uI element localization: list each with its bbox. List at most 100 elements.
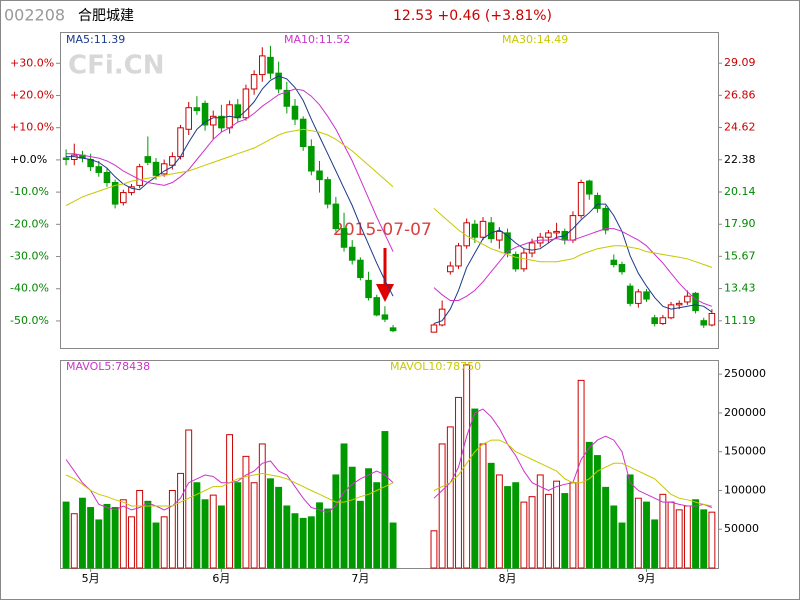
volume-bar: [144, 500, 152, 569]
volume-bar: [455, 396, 462, 569]
candle-body: [610, 259, 618, 266]
volume-bar: [683, 505, 691, 569]
volume-bar: [651, 519, 659, 569]
volume-bar: [283, 505, 291, 569]
y-tick-label: 22.38: [724, 153, 756, 166]
candle-body: [487, 222, 495, 240]
candle-body: [316, 170, 323, 181]
legend-label: MA5:11.39: [66, 33, 125, 46]
volume-bar: [258, 443, 266, 569]
volume-bar: [299, 517, 307, 569]
volume-bar: [111, 507, 119, 569]
volume-bar: [128, 516, 135, 569]
volume-panel: [60, 360, 719, 569]
volume-bar: [209, 494, 217, 569]
candle-body: [201, 102, 209, 126]
candle-body: [291, 105, 299, 120]
legend-label: MAVOL10:78750: [390, 360, 481, 373]
candle-body: [144, 156, 152, 163]
y-tick-label: 26.86: [724, 88, 756, 101]
candle-body: [160, 163, 168, 175]
volume-bar: [332, 474, 340, 569]
volume-bar: [618, 522, 626, 569]
candle-body: [545, 232, 552, 238]
volume-bar: [307, 516, 315, 569]
volume-bar: [217, 505, 225, 569]
volume-bar: [634, 497, 642, 569]
volume-bar: [700, 509, 708, 569]
y2-tick-label: -30.0%: [10, 250, 49, 263]
volume-bar: [348, 466, 356, 569]
volume-bar: [356, 500, 364, 569]
x-tick-label: 7月: [351, 572, 369, 585]
candle-body: [618, 264, 626, 273]
candle-body: [635, 291, 642, 304]
y2-tick-label: +20.0%: [10, 88, 54, 101]
y-tick-label: 17.90: [724, 217, 756, 230]
candle-body: [185, 107, 192, 130]
ma-line: [65, 128, 713, 268]
volume-bar: [610, 505, 618, 569]
volume-bar: [643, 501, 650, 569]
y2-tick-label: +30.0%: [10, 56, 54, 69]
candle-body: [373, 297, 381, 316]
volume-bar: [340, 443, 348, 569]
candle-body: [111, 182, 119, 205]
candle-body: [651, 317, 658, 325]
volume-bar: [242, 455, 250, 569]
candle-body: [136, 166, 143, 186]
candle-body: [275, 72, 282, 90]
x-tick-label: 5月: [82, 572, 100, 585]
volume-bar: [381, 431, 389, 569]
volume-bar: [136, 489, 144, 569]
y-tick-label: 200000: [724, 406, 766, 419]
candle-body: [324, 179, 331, 205]
legend-label: MAVOL5:78438: [66, 360, 150, 373]
x-tick-label: 8月: [499, 572, 517, 585]
volume-bar: [373, 482, 381, 569]
y2-tick-label: -40.0%: [10, 282, 49, 295]
volume-bar: [70, 513, 78, 569]
candle-body: [430, 324, 438, 333]
volume-bar: [168, 489, 176, 569]
volume-bar: [389, 522, 397, 569]
candle-body: [242, 88, 250, 119]
y2-tick-label: -20.0%: [10, 217, 49, 230]
candle-body: [577, 182, 585, 217]
y2-tick-label: -50.0%: [10, 314, 49, 327]
candle-body: [692, 292, 699, 312]
volume-bar: [553, 480, 561, 569]
y-tick-label: 29.09: [724, 56, 756, 69]
volume-bar: [201, 499, 209, 569]
candle-body: [357, 259, 364, 278]
volume-bar: [152, 522, 160, 569]
candle-body: [103, 171, 111, 184]
y2-tick-label: -10.0%: [10, 185, 49, 198]
candle-body: [348, 246, 356, 261]
candle-body: [659, 317, 667, 325]
candle-body: [708, 312, 716, 326]
volume-bar: [675, 509, 683, 569]
volume-bar: [561, 493, 569, 569]
candle-body: [528, 242, 536, 254]
y-tick-label: 11.19: [724, 314, 756, 327]
candle-body: [95, 166, 103, 173]
y-tick-label: 20.14: [724, 185, 756, 198]
candle-body: [643, 291, 650, 300]
candle-body: [675, 302, 683, 306]
stock-code: 002208: [4, 6, 65, 25]
candle-body: [299, 118, 307, 148]
volume-bar: [103, 503, 111, 569]
volume-bar: [87, 507, 95, 569]
volume-bar: [536, 474, 544, 569]
volume-bar: [177, 472, 184, 569]
legend-label: MA10:11.52: [284, 33, 350, 46]
candle-body: [340, 228, 348, 248]
candle-body: [626, 285, 634, 304]
watermark: CFi.CN: [68, 51, 164, 81]
x-tick-label: 9月: [638, 572, 656, 585]
volume-bar: [95, 519, 103, 569]
y-tick-label: 100000: [724, 483, 766, 496]
candle-body: [283, 89, 291, 107]
